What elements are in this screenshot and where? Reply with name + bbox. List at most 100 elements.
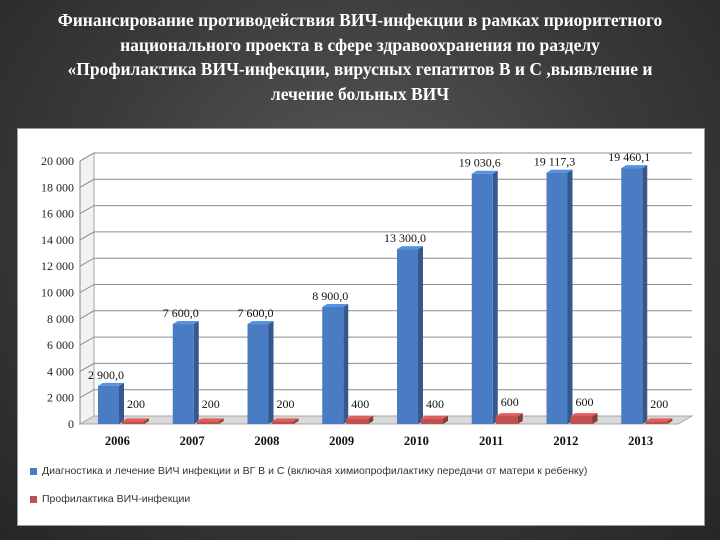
- bar-prevention-top: [196, 418, 224, 422]
- gridline: [79, 257, 692, 267]
- bar-diagnostics-top: [621, 165, 648, 169]
- bar-prevention-side: [218, 418, 224, 424]
- bar-prevention: [122, 421, 144, 424]
- bar-diagnostics-side: [492, 170, 498, 424]
- y-tick-label: 10 000: [41, 286, 74, 300]
- bar-prevention-top: [495, 413, 523, 417]
- title-line-1: Финансирование противодействия ВИЧ-инфек…: [57, 10, 663, 30]
- bar-diagnostics-side: [193, 321, 199, 424]
- data-label-prevention: 400: [351, 397, 369, 411]
- bar-prevention-top: [421, 415, 448, 419]
- data-label-diagnostics: 2 900,0: [88, 368, 124, 382]
- bar-diagnostics-top: [98, 382, 124, 386]
- bar-diagnostics: [172, 324, 194, 424]
- x-category-label: 2007: [180, 434, 205, 448]
- legend-label-diagnostics: Диагностика и лечение ВИЧ инфекции и ВГ …: [42, 465, 588, 477]
- bar-diagnostics-side: [343, 303, 349, 424]
- bar-diagnostics-side: [119, 382, 124, 424]
- y-tick-label: 8 000: [47, 312, 74, 326]
- bar-prevention: [346, 418, 369, 424]
- data-label-diagnostics: 19 030,6: [459, 156, 501, 170]
- y-tick-label: 6 000: [47, 338, 74, 352]
- bar-diagnostics-top: [322, 303, 349, 307]
- legend-label-prevention: Профилактика ВИЧ-инфекции: [42, 493, 191, 505]
- data-label-diagnostics: 8 900,0: [312, 289, 348, 303]
- x-category-label: 2011: [479, 434, 503, 448]
- slide-title: Финансирование противодействия ВИЧ-инфек…: [8, 8, 712, 106]
- bar-prevention-side: [293, 418, 299, 424]
- y-tick-label: 20 000: [41, 154, 74, 168]
- bar-diagnostics-top: [546, 169, 573, 173]
- bar-diagnostics-side: [268, 321, 274, 424]
- gridline: [79, 336, 692, 346]
- data-label-diagnostics: 13 300,0: [384, 231, 426, 245]
- bar-prevention: [570, 416, 593, 424]
- bar-prevention: [495, 416, 518, 424]
- title-line-4: лечение больных ВИЧ: [270, 83, 450, 104]
- bar-prevention: [645, 421, 668, 424]
- bar-prevention-top: [645, 418, 673, 422]
- data-label-diagnostics: 7 600,0: [163, 306, 199, 320]
- y-tick-label: 18 000: [41, 180, 74, 194]
- bar-prevention-side: [592, 413, 598, 424]
- y-tick-label: 0: [68, 417, 74, 431]
- title-line-3: «Профилактика ВИЧ-инфекции, вирусных геп…: [67, 59, 653, 79]
- title-line-2: национального проекта в сфере здравоохра…: [120, 34, 600, 55]
- gridline: [79, 152, 692, 162]
- chart-floor: [78, 415, 694, 425]
- legend-swatch-blue: [30, 467, 37, 475]
- bar-prevention-top: [570, 413, 598, 417]
- bar-prevention-side: [517, 413, 523, 424]
- chart-panel: 0 2 000 4 000 6 000 8 000 10 000 12 000 14 000 1…: [17, 128, 705, 526]
- gridline: [79, 284, 692, 293]
- data-label-prevention: 600: [501, 395, 519, 409]
- bar-diagnostics-top: [247, 321, 274, 325]
- data-label-diagnostics: 7 600,0: [238, 306, 274, 320]
- data-label-diagnostics: 19 117,3: [534, 155, 576, 169]
- bar-diagnostics: [322, 306, 344, 424]
- bar-prevention-side: [144, 418, 149, 424]
- bar-diagnostics: [546, 172, 568, 424]
- bar-prevention-top: [122, 418, 149, 422]
- x-category-label: 2012: [553, 434, 578, 448]
- x-category-label: 2008: [254, 434, 279, 448]
- bar-prevention: [271, 421, 294, 424]
- bar-diagnostics: [247, 324, 269, 424]
- bar-prevention-side: [368, 415, 374, 424]
- bar-diagnostics: [621, 168, 643, 424]
- x-category-label: 2010: [404, 434, 429, 448]
- data-label-prevention: 200: [127, 397, 145, 411]
- bar-chart: 0 2 000 4 000 6 000 8 000 10 000 12 000 14 000 1…: [41, 150, 694, 448]
- data-label-prevention: 200: [277, 397, 295, 411]
- bar-prevention: [421, 418, 443, 424]
- data-label-diagnostics: 19 460,1: [608, 150, 650, 164]
- y-tick-label: 12 000: [41, 259, 74, 273]
- bar-prevention: [196, 421, 219, 424]
- legend-swatch-red: [30, 495, 37, 503]
- bar-diagnostics: [397, 249, 418, 424]
- bar-diagnostics-side: [642, 165, 648, 425]
- gridline: [79, 362, 692, 372]
- y-tick-label: 14 000: [41, 233, 74, 247]
- bar-diagnostics-side: [418, 246, 423, 424]
- bar-prevention-top: [346, 415, 374, 419]
- bar-diagnostics: [471, 173, 493, 424]
- data-label-prevention: 600: [576, 395, 594, 409]
- data-label-prevention: 200: [202, 397, 220, 411]
- bar-diagnostics-top: [172, 321, 199, 325]
- x-category-label: 2013: [628, 434, 653, 448]
- bar-prevention-side: [443, 415, 448, 424]
- bar-prevention-top: [271, 418, 299, 422]
- bar-diagnostics-top: [471, 170, 498, 174]
- data-label-prevention: 200: [650, 397, 668, 411]
- y-tick-label: 2 000: [47, 391, 74, 405]
- bar-prevention-side: [667, 418, 673, 424]
- legend-item-diagnostics: Диагностика и лечение ВИЧ инфекции и ВГ …: [30, 465, 587, 477]
- bar-diagnostics-side: [567, 169, 573, 424]
- bar-diagnostics: [98, 385, 119, 424]
- bar-diagnostics-top: [397, 246, 423, 250]
- gridline: [79, 205, 692, 215]
- gridline: [79, 389, 692, 399]
- x-category-label: 2006: [105, 434, 130, 448]
- gridline: [79, 178, 692, 188]
